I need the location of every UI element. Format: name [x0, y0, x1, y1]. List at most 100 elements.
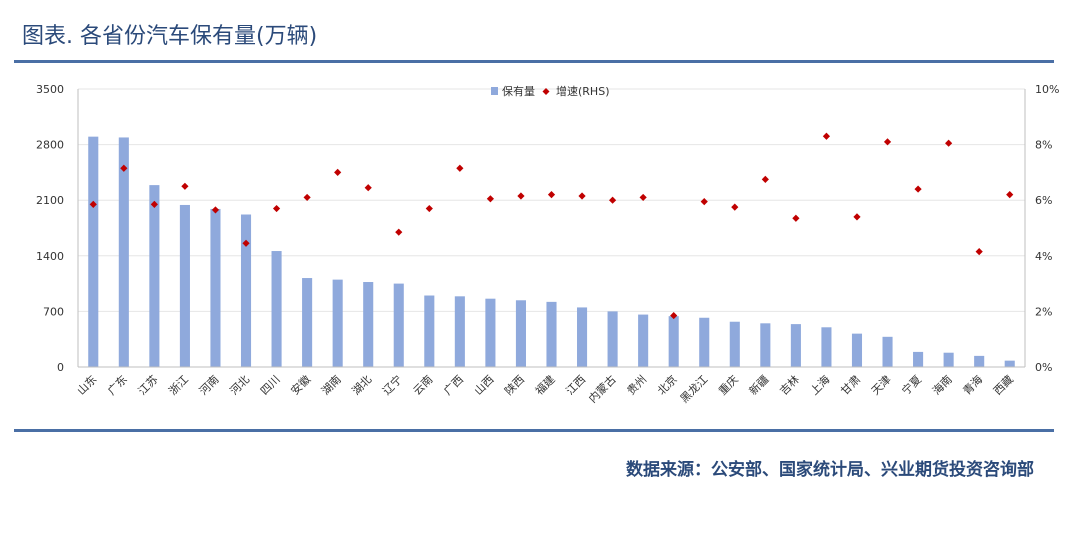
legend-bar-swatch [491, 87, 498, 95]
growth-point [792, 214, 800, 222]
growth-point [608, 196, 617, 204]
growth-point [517, 192, 525, 200]
growth-point [975, 248, 983, 256]
bar [699, 317, 710, 367]
bar [363, 282, 374, 367]
bar [118, 137, 129, 367]
category-label: 海南 [929, 372, 954, 397]
category-label: 湖南 [319, 373, 344, 398]
left-tick-label: 3500 [36, 83, 64, 96]
left-tick-label: 2100 [36, 194, 64, 207]
bar [974, 355, 985, 367]
chart-area: 0 0% 700 2% 1400 4% 2100 6% 2800 8% 3500 10% 山东 广东 江苏浙… [36, 83, 1059, 406]
header-divider [14, 60, 1054, 63]
category-label: 河南 [197, 373, 222, 398]
legend-label-growth: 增速(RHS) [556, 84, 609, 98]
left-tick-label: 700 [43, 305, 64, 318]
legend-dot-swatch [542, 88, 550, 95]
category-label: 安徽 [288, 372, 313, 397]
bar [607, 311, 618, 367]
growth-point [395, 228, 403, 236]
growth-point [334, 168, 342, 176]
growth-point [945, 139, 953, 147]
category-label: 西藏 [991, 373, 1016, 398]
category-label: 北京 [654, 372, 679, 397]
bar [546, 301, 557, 367]
source-note: 数据来源：公安部、国家统计局、兴业期货投资咨询部 [626, 460, 1034, 480]
left-tick-label: 2800 [36, 139, 64, 152]
growth-point [700, 197, 708, 206]
bar [393, 283, 404, 367]
category-label: 福建 [532, 372, 557, 397]
growth-point [181, 182, 189, 190]
bar [943, 352, 954, 367]
category-label: 辽宁 [379, 372, 404, 397]
category-label: 浙江 [166, 373, 191, 398]
bar [88, 136, 99, 367]
growth-point [883, 138, 892, 146]
growth-point [914, 185, 922, 193]
category-label: 山西 [472, 373, 497, 398]
category-label: 甘肃 [838, 373, 863, 398]
category-label: 江苏 [136, 373, 161, 398]
category-label: 陕西 [502, 372, 527, 397]
bar [424, 295, 435, 367]
growth-point [822, 132, 831, 140]
category-label: 四川 [258, 373, 283, 398]
bar [760, 323, 771, 367]
bar [790, 324, 801, 367]
category-label: 宁夏 [899, 372, 924, 397]
category-label: 山东 [75, 373, 100, 398]
bar-series [88, 136, 1015, 367]
category-label: 上海 [807, 372, 832, 397]
page-title: 图表. 各省份汽车保有量(万辆) [22, 24, 318, 49]
growth-point [1006, 191, 1014, 199]
bar [821, 327, 832, 367]
legend: 保有量 增速(RHS) [491, 84, 609, 98]
growth-point [272, 204, 281, 213]
growth-point [761, 175, 769, 183]
right-tick-label: 10% [1035, 83, 1059, 96]
category-label: 黑龙江 [678, 373, 711, 406]
category-label: 重庆 [715, 372, 740, 397]
growth-point [456, 164, 464, 172]
growth-point [120, 164, 128, 172]
right-tick-label: 0% [1035, 361, 1052, 374]
bar [179, 204, 190, 367]
bar [668, 316, 679, 367]
growth-point [425, 204, 433, 213]
category-label: 吉林 [777, 372, 802, 397]
category-label: 青海 [960, 372, 985, 397]
growth-point [639, 193, 647, 202]
bar [302, 278, 313, 367]
bar [210, 208, 221, 367]
bar [882, 336, 893, 367]
growth-point [364, 184, 372, 192]
left-tick-label: 0 [57, 361, 64, 374]
bar [638, 314, 649, 367]
bar [240, 214, 252, 367]
right-tick-label: 2% [1035, 305, 1052, 318]
growth-point [89, 200, 97, 208]
bar [913, 351, 924, 367]
growth-point [150, 200, 158, 208]
bar [271, 251, 282, 367]
category-label: 贵州 [625, 373, 650, 398]
left-tick-label: 1400 [36, 250, 64, 263]
growth-point [547, 191, 556, 199]
bar [577, 307, 588, 367]
bar [1004, 360, 1015, 367]
growth-point [211, 206, 220, 214]
category-label: 云南 [411, 373, 436, 398]
category-label: 新疆 [746, 372, 771, 397]
growth-series [89, 132, 1014, 320]
bar [454, 296, 465, 367]
right-tick-label: 6% [1035, 194, 1052, 207]
growth-point [853, 213, 861, 221]
growth-point [486, 195, 495, 203]
bar [851, 333, 863, 367]
bar [149, 185, 160, 367]
category-label: 天津 [869, 373, 894, 398]
category-label: 广西 [441, 373, 466, 398]
bar [515, 300, 526, 367]
